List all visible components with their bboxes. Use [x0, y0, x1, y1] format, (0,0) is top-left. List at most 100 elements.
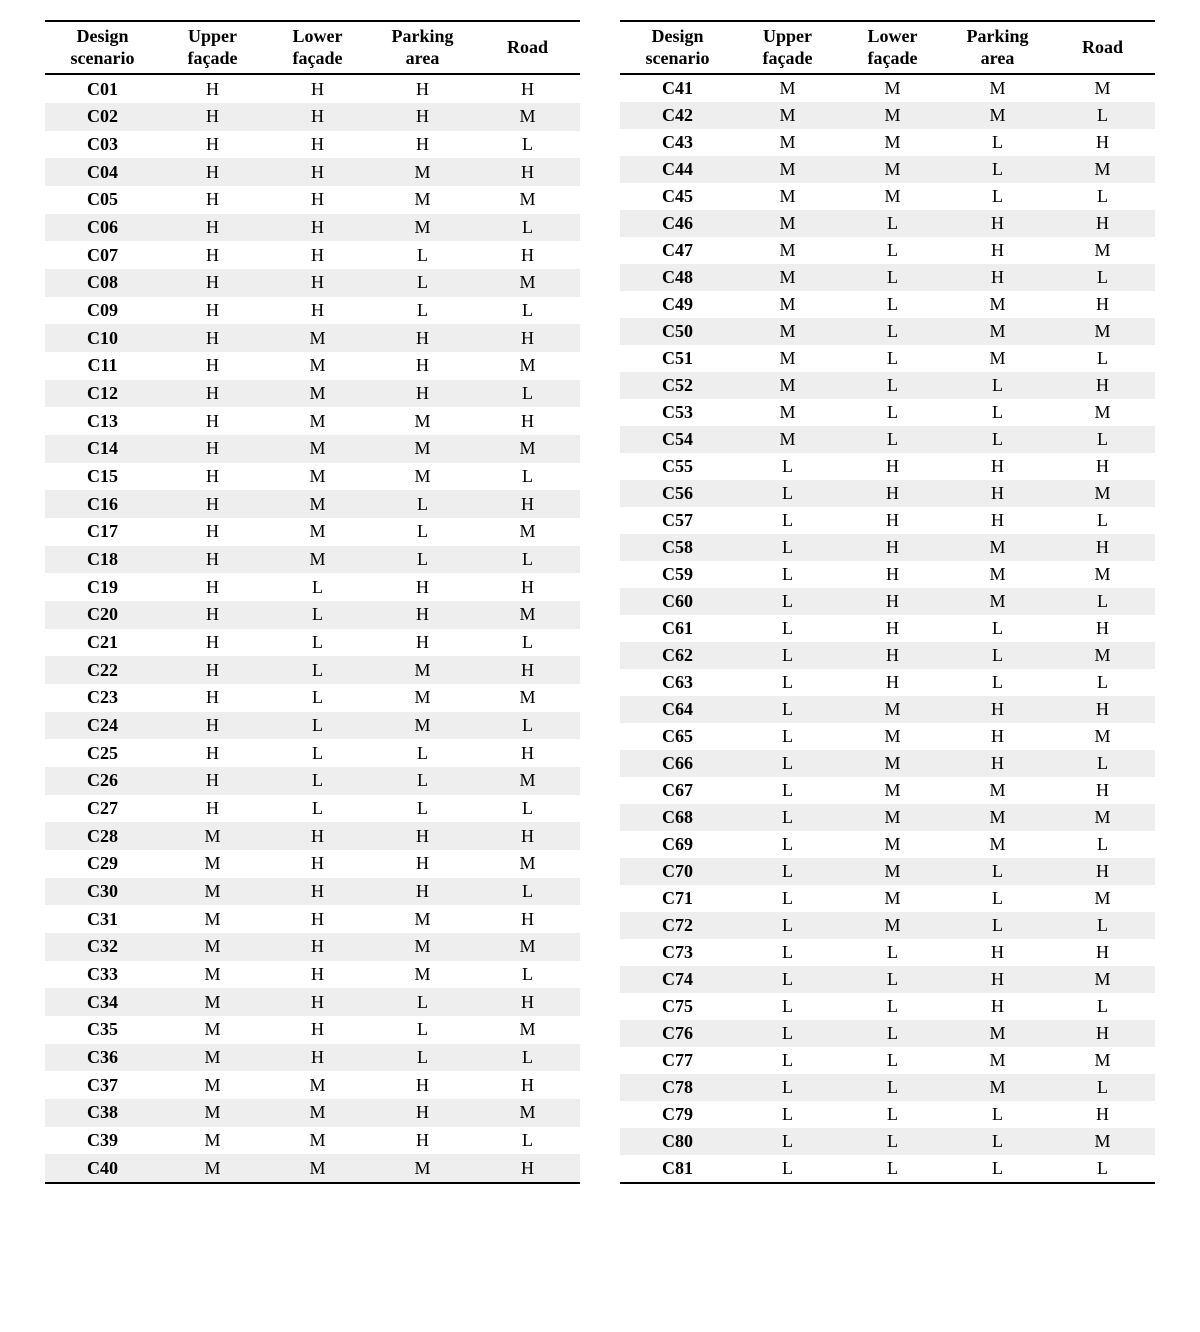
table-row: C75LLHL — [620, 993, 1155, 1020]
cell-parking: H — [945, 264, 1050, 291]
cell-lower: H — [265, 850, 370, 878]
column-header-upper: Upperfaçade — [735, 21, 840, 74]
cell-parking: H — [945, 723, 1050, 750]
cell-road: L — [1050, 669, 1155, 696]
cell-lower: L — [265, 739, 370, 767]
cell-upper: M — [735, 183, 840, 210]
cell-lower: L — [840, 399, 945, 426]
cell-parking: M — [370, 905, 475, 933]
cell-scenario: C07 — [45, 241, 160, 269]
right-table: DesignscenarioUpperfaçadeLowerfaçadePark… — [620, 20, 1155, 1184]
table-row: C13HMMH — [45, 407, 580, 435]
cell-scenario: C45 — [620, 183, 735, 210]
cell-road: L — [1050, 102, 1155, 129]
cell-road: L — [475, 629, 580, 657]
cell-road: L — [475, 297, 580, 325]
table-row: C63LHLL — [620, 669, 1155, 696]
table-row: C38MMHM — [45, 1099, 580, 1127]
cell-road: M — [1050, 318, 1155, 345]
cell-lower: L — [265, 601, 370, 629]
cell-scenario: C41 — [620, 74, 735, 102]
cell-lower: M — [840, 183, 945, 210]
table-row: C33MHML — [45, 961, 580, 989]
cell-scenario: C48 — [620, 264, 735, 291]
cell-road: L — [1050, 426, 1155, 453]
cell-scenario: C04 — [45, 158, 160, 186]
table-row: C05HHMM — [45, 186, 580, 214]
table-row: C54MLLL — [620, 426, 1155, 453]
cell-lower: M — [265, 1127, 370, 1155]
cell-lower: H — [265, 158, 370, 186]
cell-upper: L — [735, 615, 840, 642]
cell-lower: M — [265, 435, 370, 463]
cell-parking: H — [370, 629, 475, 657]
cell-road: H — [1050, 777, 1155, 804]
cell-road: M — [475, 933, 580, 961]
table-row: C66LMHL — [620, 750, 1155, 777]
cell-road: L — [1050, 264, 1155, 291]
cell-road: M — [475, 186, 580, 214]
cell-road: L — [475, 1127, 580, 1155]
cell-scenario: C43 — [620, 129, 735, 156]
table-row: C44MMLM — [620, 156, 1155, 183]
cell-scenario: C77 — [620, 1047, 735, 1074]
cell-upper: L — [735, 966, 840, 993]
cell-parking: M — [945, 534, 1050, 561]
cell-parking: L — [370, 518, 475, 546]
table-row: C56LHHM — [620, 480, 1155, 507]
cell-parking: M — [370, 933, 475, 961]
cell-upper: H — [160, 739, 265, 767]
cell-upper: H — [160, 712, 265, 740]
cell-road: L — [1050, 345, 1155, 372]
column-header-parking: Parkingarea — [370, 21, 475, 74]
cell-lower: L — [840, 264, 945, 291]
cell-lower: L — [840, 345, 945, 372]
cell-lower: L — [265, 712, 370, 740]
cell-lower: L — [840, 1047, 945, 1074]
table-row: C19HLHH — [45, 573, 580, 601]
cell-parking: L — [370, 739, 475, 767]
cell-road: M — [475, 435, 580, 463]
cell-parking: L — [945, 615, 1050, 642]
cell-parking: H — [945, 939, 1050, 966]
cell-upper: M — [160, 1099, 265, 1127]
cell-upper: H — [160, 546, 265, 574]
cell-lower: H — [840, 588, 945, 615]
cell-lower: H — [840, 453, 945, 480]
cell-scenario: C55 — [620, 453, 735, 480]
cell-parking: H — [370, 352, 475, 380]
cell-lower: M — [840, 912, 945, 939]
cell-upper: L — [735, 858, 840, 885]
cell-lower: M — [265, 518, 370, 546]
cell-lower: H — [265, 878, 370, 906]
cell-parking: M — [945, 588, 1050, 615]
cell-parking: L — [945, 1128, 1050, 1155]
cell-road: H — [1050, 1020, 1155, 1047]
table-row: C69LMML — [620, 831, 1155, 858]
cell-road: M — [1050, 885, 1155, 912]
cell-parking: M — [370, 463, 475, 491]
cell-parking: L — [945, 885, 1050, 912]
cell-lower: H — [840, 642, 945, 669]
table-row: C36MHLL — [45, 1044, 580, 1072]
cell-parking: L — [945, 372, 1050, 399]
cell-upper: L — [735, 534, 840, 561]
cell-road: H — [1050, 129, 1155, 156]
cell-parking: H — [370, 850, 475, 878]
cell-lower: H — [265, 74, 370, 103]
cell-parking: M — [370, 656, 475, 684]
table-row: C77LLMM — [620, 1047, 1155, 1074]
cell-scenario: C57 — [620, 507, 735, 534]
cell-parking: M — [370, 214, 475, 242]
cell-road: M — [475, 103, 580, 131]
cell-lower: M — [840, 831, 945, 858]
cell-upper: H — [160, 573, 265, 601]
table-row: C16HMLH — [45, 490, 580, 518]
cell-upper: L — [735, 1047, 840, 1074]
cell-road: M — [1050, 723, 1155, 750]
cell-scenario: C75 — [620, 993, 735, 1020]
cell-upper: H — [160, 380, 265, 408]
cell-upper: H — [160, 767, 265, 795]
cell-road: L — [1050, 1155, 1155, 1183]
column-header-lower: Lowerfaçade — [265, 21, 370, 74]
